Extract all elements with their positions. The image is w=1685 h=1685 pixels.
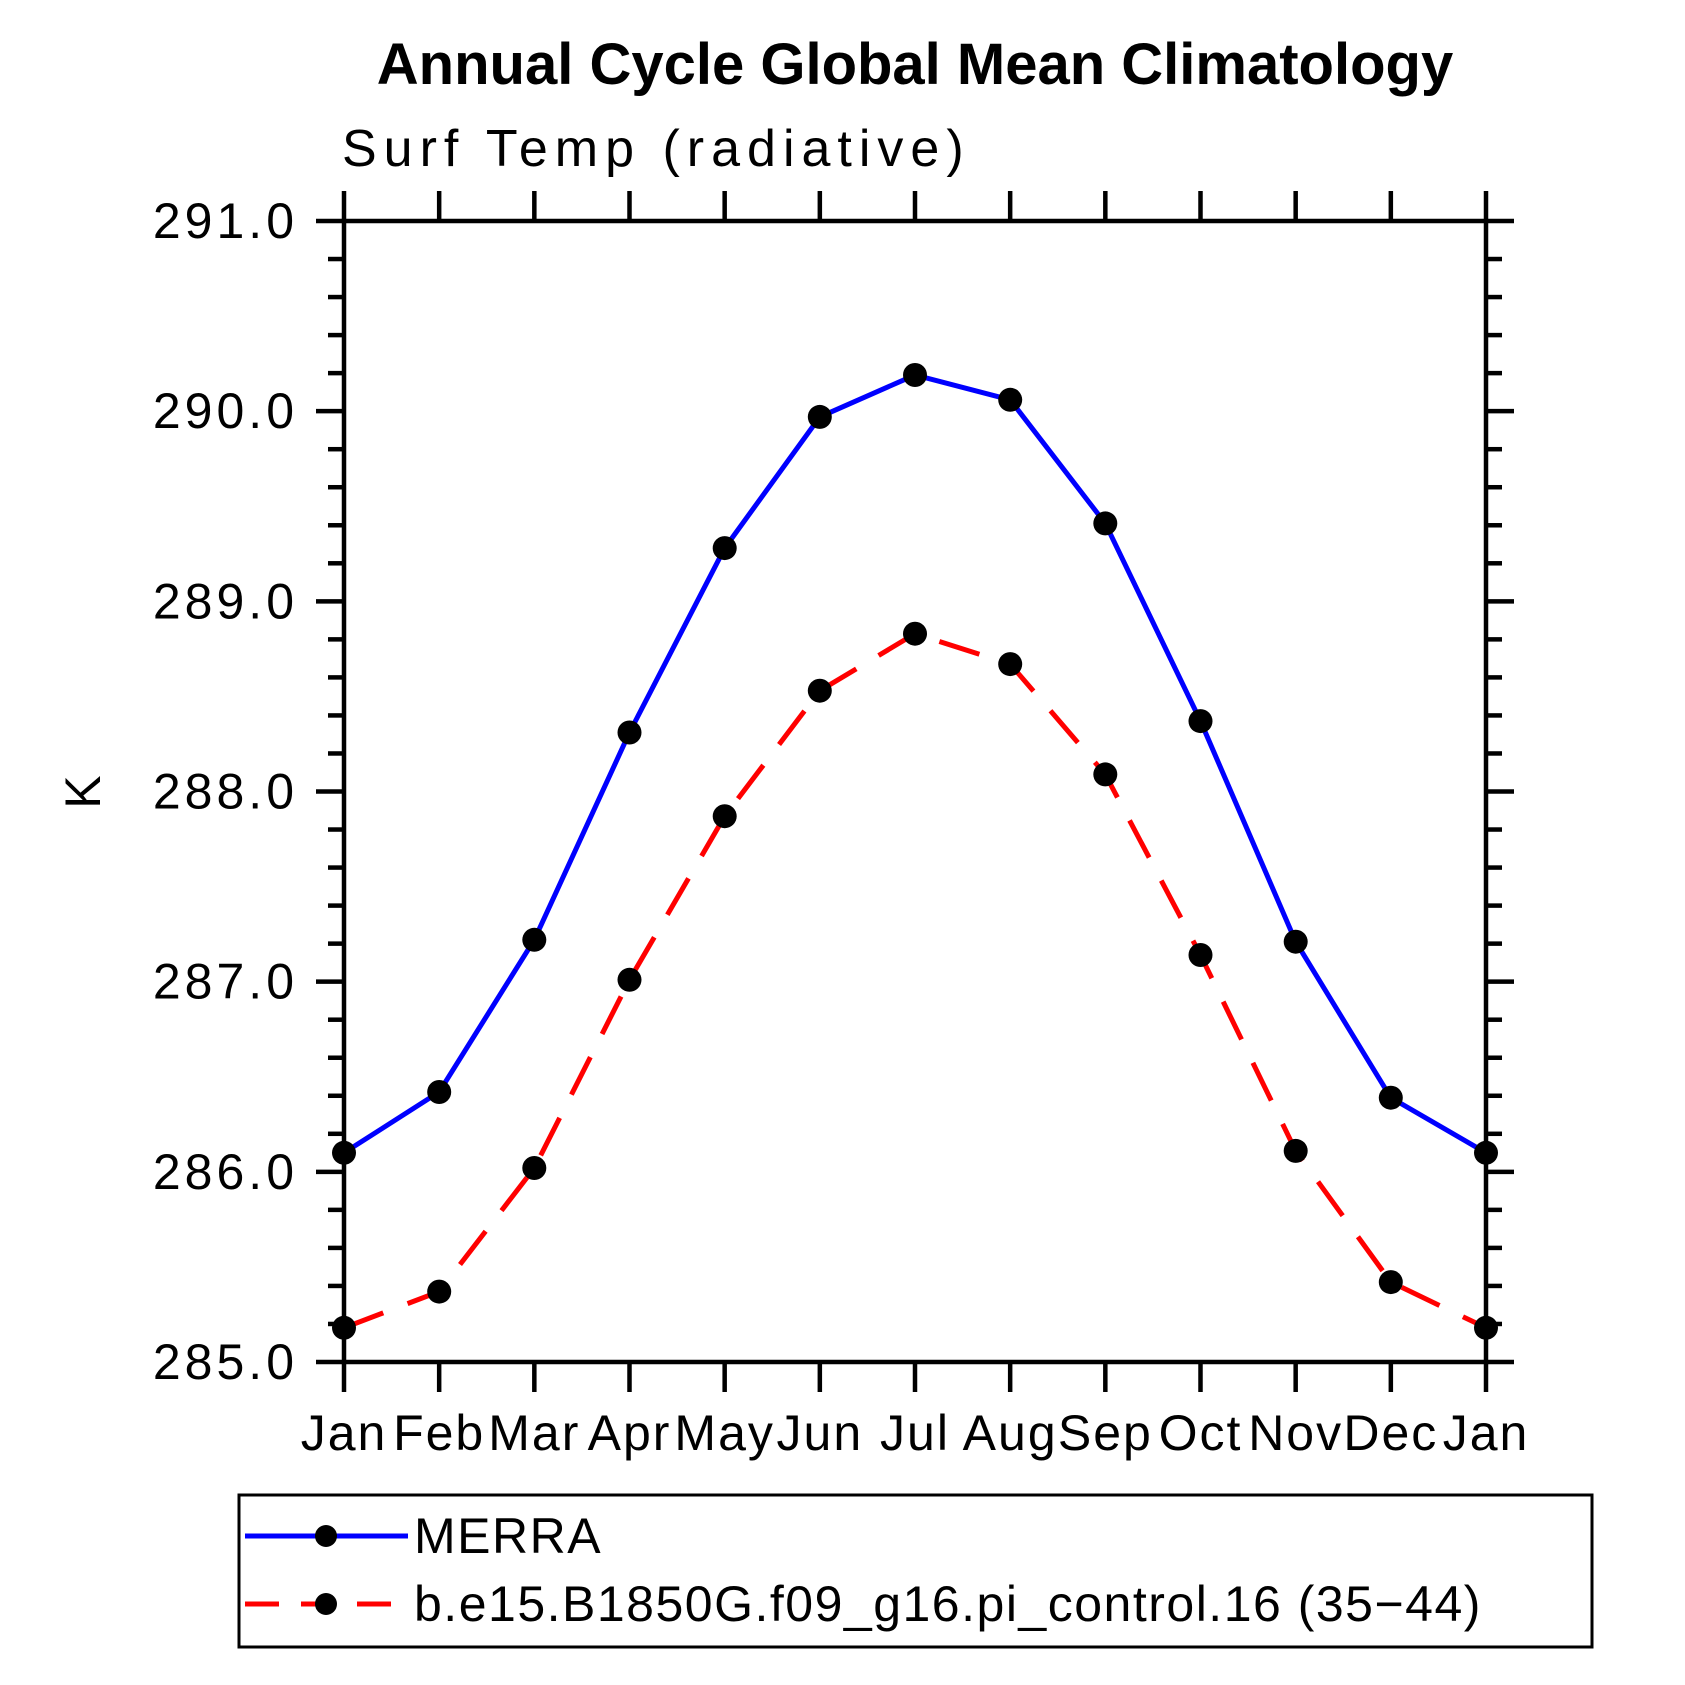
data-point-marker bbox=[427, 1279, 452, 1304]
data-point-marker bbox=[1093, 762, 1118, 787]
data-point-marker bbox=[998, 387, 1023, 412]
x-tick-label: Jan bbox=[301, 1405, 388, 1461]
data-point-marker bbox=[522, 927, 547, 952]
series-line-1 bbox=[343, 630, 1488, 1331]
data-series bbox=[332, 363, 1498, 1340]
x-tick-label: Aug bbox=[963, 1405, 1058, 1461]
x-tick-label: Sep bbox=[1058, 1405, 1153, 1461]
data-point-marker bbox=[1378, 1270, 1403, 1295]
x-tick-label: Mar bbox=[488, 1405, 580, 1461]
x-tick-label: Apr bbox=[588, 1405, 672, 1461]
data-point-marker bbox=[1283, 1138, 1308, 1163]
chart-subtitle: Surf Temp (radiative) bbox=[342, 120, 971, 178]
data-point-marker bbox=[427, 1080, 452, 1104]
data-point-marker bbox=[807, 404, 832, 429]
data-point-marker bbox=[807, 678, 832, 703]
data-point-marker bbox=[617, 720, 642, 745]
data-point-marker bbox=[522, 1156, 547, 1180]
series-line-0 bbox=[342, 372, 1488, 1155]
x-tick-label: Feb bbox=[393, 1405, 485, 1461]
legend-label-merra: MERRA bbox=[414, 1508, 602, 1564]
y-tick-label: 287.0 bbox=[153, 954, 298, 1010]
data-point-marker bbox=[903, 621, 927, 646]
data-point-marker bbox=[1378, 1085, 1403, 1110]
legend-marker-model bbox=[315, 1593, 337, 1615]
y-tick-label: 286.0 bbox=[153, 1144, 298, 1200]
y-tick-label: 288.0 bbox=[153, 764, 298, 820]
data-point-marker bbox=[1474, 1140, 1498, 1165]
data-point-marker bbox=[617, 967, 642, 992]
x-tick-label: Oct bbox=[1159, 1405, 1243, 1461]
data-point-marker bbox=[712, 804, 737, 829]
data-point-marker bbox=[1283, 929, 1308, 954]
x-tick-label: May bbox=[674, 1405, 774, 1461]
legend: MERRA b.e15.B1850G.f09_g16.pi_control.16… bbox=[237, 1493, 1594, 1649]
x-tick-label: Jun bbox=[777, 1405, 864, 1461]
x-tick-label: Nov bbox=[1248, 1405, 1343, 1461]
x-tick-labels: Jan Feb Mar Apr May Jun Jul Aug Sep Oct Nov Dec Jan bbox=[301, 1405, 1530, 1461]
legend-box bbox=[237, 1493, 1594, 1649]
data-point-marker bbox=[1474, 1315, 1498, 1340]
y-tick-label: 290.0 bbox=[153, 383, 298, 439]
data-point-marker bbox=[332, 1140, 356, 1165]
data-point-marker bbox=[1188, 709, 1213, 734]
data-point-marker bbox=[332, 1315, 356, 1340]
data-point-marker bbox=[998, 652, 1023, 677]
axes-and-ticks bbox=[316, 191, 1514, 1392]
legend-marker-merra bbox=[315, 1525, 337, 1547]
y-tick-label: 285.0 bbox=[153, 1334, 298, 1390]
y-tick-label: 291.0 bbox=[153, 193, 298, 249]
data-point-marker bbox=[712, 536, 737, 561]
y-axis-label: K bbox=[55, 775, 111, 808]
y-tick-label: 289.0 bbox=[153, 573, 298, 629]
data-point-marker bbox=[1093, 511, 1118, 536]
data-point-marker bbox=[903, 363, 927, 387]
legend-label-model: b.e15.B1850G.f09_g16.pi_control.16 (35−4… bbox=[414, 1576, 1482, 1632]
y-tick-labels: 291.0 290.0 289.0 288.0 287.0 286.0 285.0 bbox=[153, 193, 298, 1390]
x-tick-label: Jul bbox=[880, 1405, 950, 1461]
data-point-marker bbox=[1188, 943, 1213, 967]
x-tick-label: Jan bbox=[1443, 1405, 1530, 1461]
x-tick-label: Dec bbox=[1343, 1405, 1438, 1461]
chart-title: Annual Cycle Global Mean Climatology bbox=[377, 32, 1453, 97]
